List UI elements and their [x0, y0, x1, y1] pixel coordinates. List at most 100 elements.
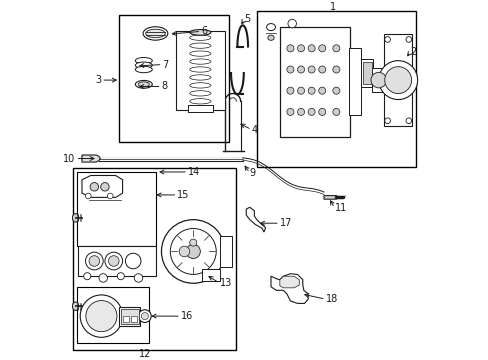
Circle shape [297, 108, 304, 116]
Bar [78, 246, 156, 276]
Text: 7: 7 [162, 59, 168, 69]
Circle shape [286, 108, 293, 116]
Text: 9: 9 [249, 168, 255, 178]
Text: 15: 15 [177, 190, 189, 200]
Circle shape [318, 66, 325, 73]
Circle shape [117, 273, 124, 280]
Circle shape [80, 295, 122, 337]
Ellipse shape [145, 29, 165, 38]
Polygon shape [324, 195, 337, 199]
Circle shape [286, 66, 293, 73]
Circle shape [332, 108, 339, 116]
Circle shape [125, 253, 141, 269]
Text: 1: 1 [329, 1, 336, 12]
Text: 18: 18 [325, 294, 337, 304]
Circle shape [179, 246, 189, 257]
Bar [279, 27, 350, 137]
Bar [77, 172, 156, 246]
Text: 17: 17 [279, 218, 292, 228]
Text: 16: 16 [181, 311, 193, 321]
Circle shape [307, 45, 315, 52]
Circle shape [89, 256, 100, 266]
Circle shape [384, 118, 389, 123]
Circle shape [83, 273, 91, 280]
Ellipse shape [135, 58, 152, 64]
Circle shape [107, 193, 113, 199]
Circle shape [297, 87, 304, 94]
Circle shape [161, 220, 224, 283]
Text: 10: 10 [63, 153, 76, 163]
Circle shape [90, 183, 99, 191]
Bar [362, 62, 371, 84]
Bar [348, 48, 360, 116]
Circle shape [384, 67, 411, 94]
Bar [122, 316, 128, 322]
Circle shape [170, 229, 216, 274]
Polygon shape [82, 155, 100, 162]
Circle shape [186, 244, 200, 258]
Circle shape [318, 108, 325, 116]
Bar [119, 15, 228, 142]
Circle shape [297, 66, 304, 73]
Ellipse shape [72, 213, 79, 222]
Circle shape [370, 72, 386, 88]
Text: 11: 11 [334, 203, 346, 213]
Circle shape [101, 183, 109, 191]
Polygon shape [246, 207, 265, 232]
Text: 4: 4 [251, 125, 257, 135]
Circle shape [286, 45, 293, 52]
Bar [187, 105, 212, 112]
Circle shape [108, 256, 119, 266]
Bar [73, 168, 235, 350]
Text: 12: 12 [138, 349, 151, 359]
Circle shape [99, 274, 107, 282]
Text: 13: 13 [219, 278, 231, 288]
Circle shape [105, 252, 122, 270]
Text: 6: 6 [201, 26, 207, 36]
Text: 3: 3 [95, 75, 101, 85]
Ellipse shape [267, 35, 274, 40]
Ellipse shape [266, 23, 275, 31]
Text: 5: 5 [244, 14, 250, 24]
Circle shape [138, 310, 151, 323]
Circle shape [86, 301, 117, 332]
Circle shape [297, 45, 304, 52]
Ellipse shape [189, 30, 210, 35]
Ellipse shape [135, 62, 152, 68]
Circle shape [85, 193, 91, 199]
Circle shape [332, 66, 339, 73]
Circle shape [189, 239, 196, 246]
Circle shape [85, 252, 103, 270]
Bar [360, 59, 373, 87]
Polygon shape [82, 175, 122, 197]
Circle shape [287, 19, 296, 28]
Text: 14: 14 [187, 167, 200, 177]
Bar [219, 235, 232, 267]
Circle shape [134, 274, 142, 282]
Circle shape [307, 108, 315, 116]
Bar [119, 307, 140, 326]
Circle shape [318, 87, 325, 94]
Bar [130, 316, 137, 322]
Bar [77, 287, 149, 343]
Circle shape [332, 45, 339, 52]
Circle shape [141, 312, 148, 320]
Bar [383, 34, 411, 126]
Bar [256, 11, 415, 167]
Circle shape [307, 87, 315, 94]
Circle shape [384, 37, 389, 42]
Circle shape [307, 66, 315, 73]
Bar [175, 31, 224, 110]
Ellipse shape [135, 80, 152, 88]
Polygon shape [270, 274, 307, 303]
Ellipse shape [138, 82, 149, 87]
Ellipse shape [143, 27, 167, 40]
Text: 8: 8 [161, 81, 167, 91]
Circle shape [318, 45, 325, 52]
Circle shape [405, 37, 411, 42]
Bar [202, 269, 219, 282]
Bar [121, 309, 138, 324]
Circle shape [332, 87, 339, 94]
Circle shape [286, 87, 293, 94]
Ellipse shape [72, 302, 79, 310]
